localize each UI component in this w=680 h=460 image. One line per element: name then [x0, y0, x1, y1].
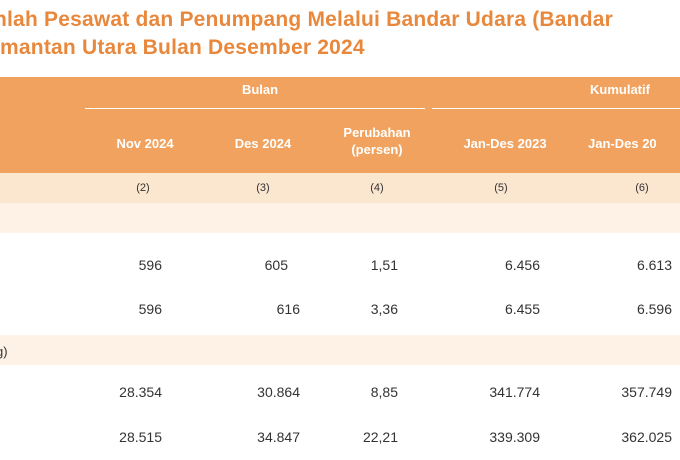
table-cell: 8,85: [370, 384, 398, 400]
column-number: (4): [370, 182, 384, 194]
table-cell: 28.354: [119, 384, 162, 400]
group-underline-bulan: [85, 108, 425, 109]
table-cell: 6.455: [504, 301, 540, 317]
table-cell: 596: [138, 301, 162, 317]
group-header-bulan: Bulan: [241, 82, 279, 97]
table-cell: 357.749: [621, 384, 672, 400]
table-row-band: [0, 335, 680, 365]
column-number: (6): [635, 182, 649, 194]
row-label-section: g): [0, 344, 8, 359]
column-header-perubahan: Perubahan (persen): [343, 125, 411, 157]
table-cell: 6.596: [636, 301, 672, 317]
table-cell: 34.847: [257, 429, 300, 445]
group-underline-kumulatif: [432, 108, 680, 109]
table-cell: 362.025: [621, 429, 672, 445]
table-cell: 596: [138, 257, 162, 273]
table-cell: 3,36: [370, 301, 398, 317]
table-cell: 28.515: [119, 429, 162, 445]
table-title-line-2: imantan Utara Bulan Desember 2024: [0, 36, 365, 59]
table-header: [0, 77, 680, 173]
table-cell: 616: [276, 301, 300, 317]
table-cell: 341.774: [489, 384, 540, 400]
table-cell: 30.864: [257, 384, 300, 400]
table-cell: 339.309: [489, 429, 540, 445]
column-number: (5): [494, 182, 508, 194]
column-header-nov-2024: Nov 2024: [116, 136, 174, 151]
column-number: (3): [256, 182, 270, 194]
column-header-des-2024: Des 2024: [234, 136, 292, 151]
group-header-kumulatif: Kumulatif: [590, 82, 650, 97]
table-row-band: [0, 203, 680, 233]
table-cell: 22,21: [362, 429, 398, 445]
table-cell: 6.613: [636, 257, 672, 273]
table-title-line-1: nlah Pesawat dan Penumpang Melalui Banda…: [0, 8, 613, 31]
column-header-jan-des-2023: Jan-Des 2023: [463, 136, 547, 151]
column-number: (2): [136, 182, 150, 194]
table-cell: 1,51: [370, 257, 398, 273]
column-number-row: [0, 173, 680, 203]
column-header-jan-des-2024: Jan-Des 20: [588, 136, 657, 151]
table-cell: 605: [264, 257, 288, 273]
table-cell: 6.456: [504, 257, 540, 273]
